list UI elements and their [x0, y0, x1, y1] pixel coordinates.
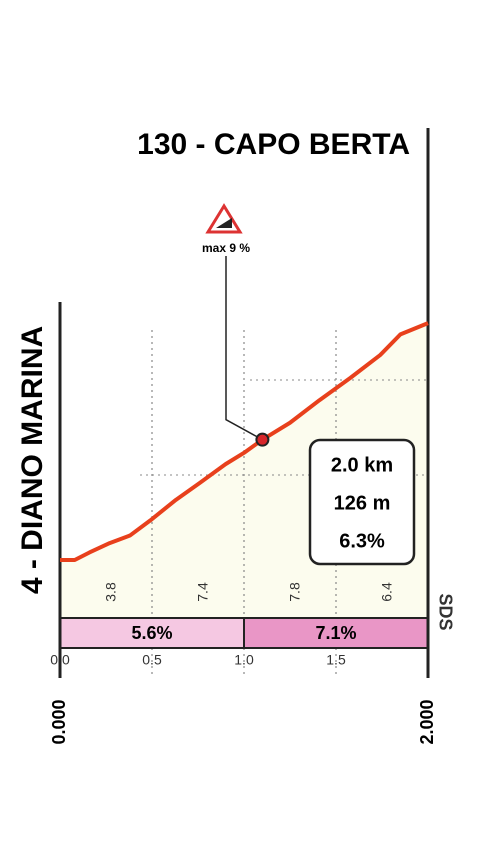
start-label: 4 - DIANO MARINA: [16, 326, 49, 594]
triangle-slope: [216, 218, 232, 228]
logo: SDS: [435, 593, 455, 630]
gradient-label: 7.4: [195, 582, 211, 602]
max-label: max 9 %: [202, 241, 250, 255]
distance-label: 2.000: [417, 699, 437, 744]
gradient-label: 3.8: [103, 582, 119, 602]
segment: [243, 617, 429, 649]
segment-label: 7.1%: [315, 623, 356, 643]
max-point: [255, 432, 270, 447]
info-text: 126 m: [334, 492, 391, 514]
info-box: [308, 438, 416, 566]
info-text: 2.0 km: [331, 454, 393, 476]
distance-label: 0.000: [49, 699, 69, 744]
profile-line: [60, 321, 429, 562]
gradient-label: 7.8: [287, 582, 303, 602]
warning-triangle: [205, 203, 243, 234]
info-text: 6.3%: [339, 530, 385, 552]
x-tick-label: 1.5: [326, 652, 346, 668]
gradient-label: 6.4: [379, 582, 395, 602]
segment-label: 5.6%: [131, 623, 172, 643]
max-icon: [205, 203, 243, 234]
x-tick-label: 0.5: [142, 652, 162, 668]
chart-title: 130 - CAPO BERTA: [137, 128, 410, 161]
x-tick-label: 1.0: [234, 652, 254, 668]
annotation-leader: [225, 256, 263, 441]
